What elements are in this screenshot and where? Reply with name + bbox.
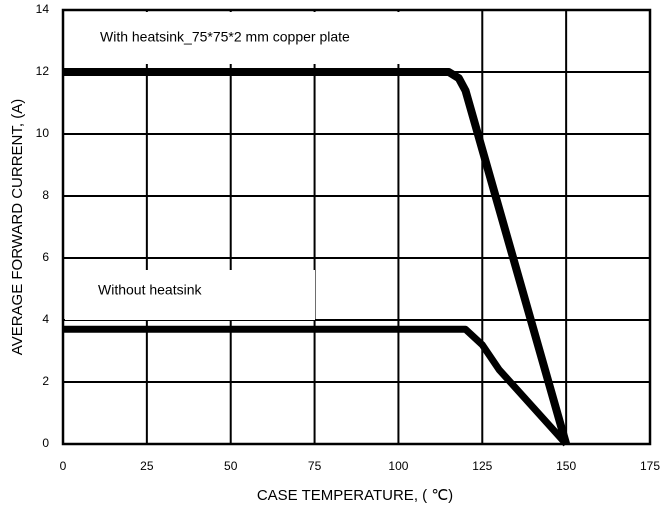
y-axis-label: AVERAGE FORWARD CURRENT, (A) bbox=[9, 99, 26, 355]
y-tick-label: 6 bbox=[42, 250, 49, 264]
series-line bbox=[63, 325, 569, 447]
annotation: Without heatsink bbox=[98, 282, 202, 298]
x-tick-label: 150 bbox=[556, 459, 576, 473]
y-tick-label: 8 bbox=[42, 188, 49, 202]
series-line bbox=[63, 68, 570, 446]
x-tick-label: 25 bbox=[140, 459, 154, 473]
x-tick-label: 175 bbox=[640, 459, 660, 473]
y-tick-label: 2 bbox=[42, 374, 49, 388]
y-tick-label: 0 bbox=[42, 436, 49, 450]
annotation-box bbox=[65, 12, 440, 64]
y-tick-label: 12 bbox=[36, 64, 50, 78]
x-tick-label: 0 bbox=[60, 459, 67, 473]
x-axis-label: CASE TEMPERATURE, ( ℃) bbox=[257, 487, 453, 504]
plot-border bbox=[61, 8, 652, 446]
x-tick-label: 125 bbox=[472, 459, 492, 473]
x-tick-label: 100 bbox=[388, 459, 408, 473]
annotation-box bbox=[65, 270, 315, 320]
annotation: With heatsink_75*75*2 mm copper plate bbox=[100, 29, 350, 45]
x-tick-label: 50 bbox=[224, 459, 238, 473]
y-tick-label: 14 bbox=[36, 2, 50, 16]
x-tick-label: 75 bbox=[308, 459, 322, 473]
y-tick-label: 4 bbox=[42, 312, 49, 326]
y-tick-label: 10 bbox=[36, 126, 50, 140]
